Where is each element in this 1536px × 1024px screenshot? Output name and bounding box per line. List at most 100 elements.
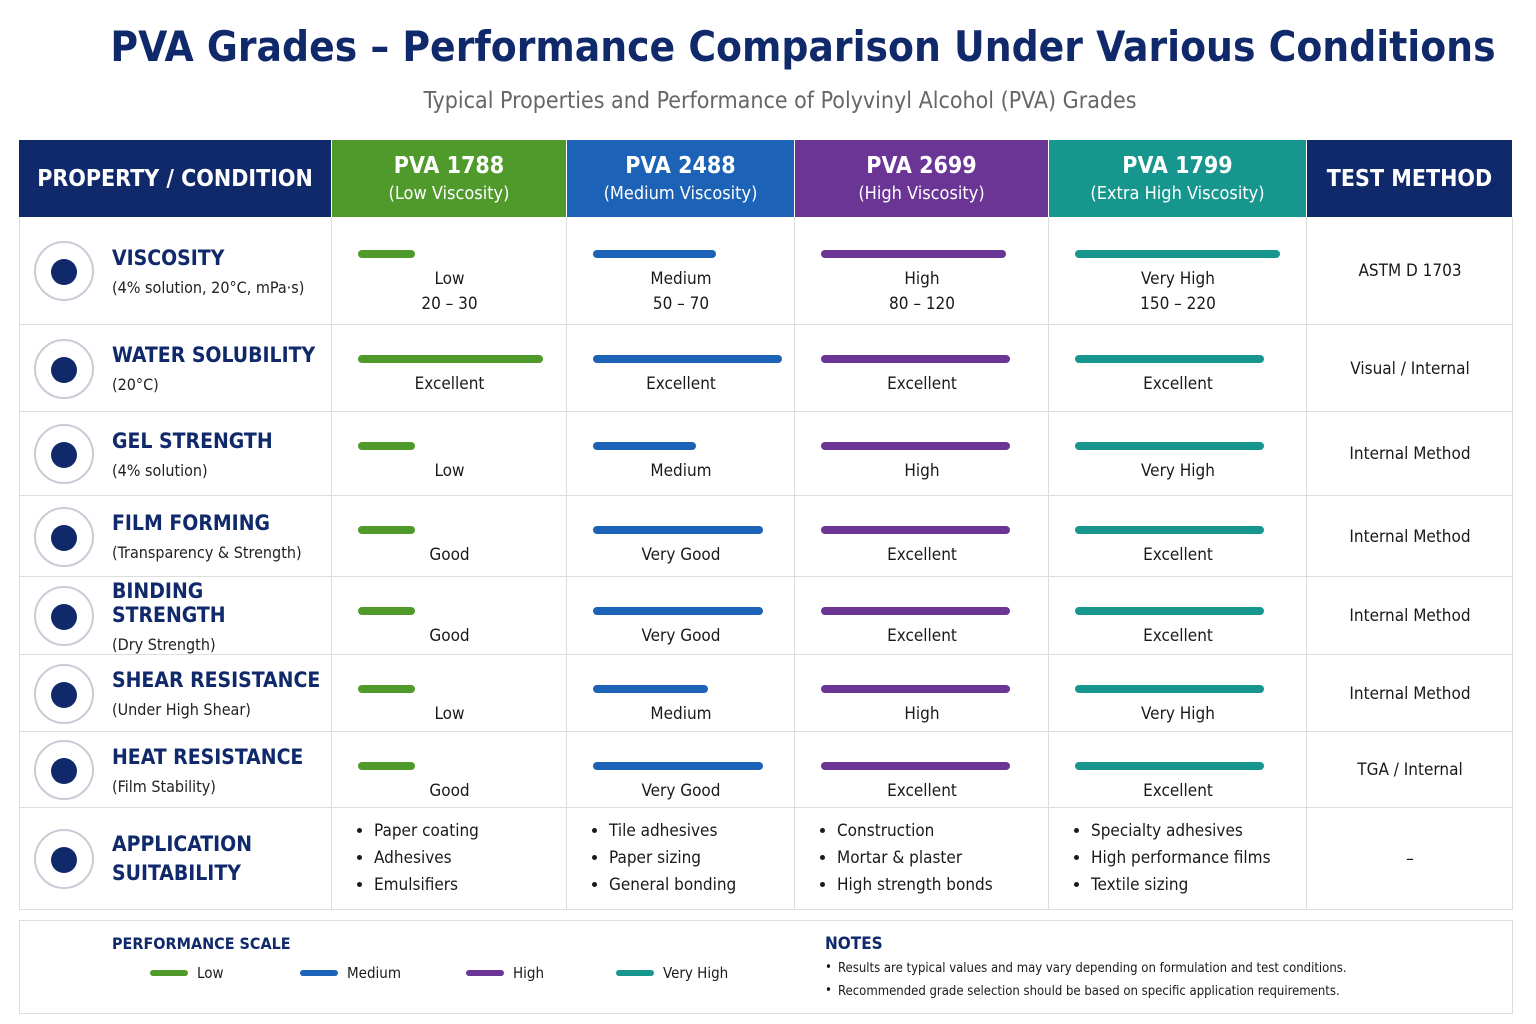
application-item: Paper coating <box>374 818 561 845</box>
performance-line: Excellent <box>646 374 716 394</box>
test-method: Internal Method <box>1349 606 1471 626</box>
performance-bar <box>821 607 1010 615</box>
application-item: Mortar & plaster <box>837 845 1043 872</box>
performance-text: High <box>795 702 1049 727</box>
cell <box>1049 325 1307 412</box>
note-bullet: • <box>825 960 832 975</box>
cell <box>332 412 567 496</box>
header-name: PVA 1788 <box>393 153 505 179</box>
performance-text: Very Good <box>567 779 795 804</box>
performance-text: Medium 50 – 70 <box>567 267 795 317</box>
performance-bar <box>1075 250 1280 258</box>
property-condition: (4% solution, 20°C, mPa·s) <box>112 277 305 297</box>
performance-text: Very High <box>1049 702 1307 727</box>
cell <box>567 577 795 655</box>
cell <box>19 496 332 577</box>
column-header: PROPERTY / CONDITION <box>19 140 332 217</box>
application-item: High strength bonds <box>837 872 1043 899</box>
cell <box>19 325 332 412</box>
performance-bar <box>821 355 1010 363</box>
legend-label: Very High <box>663 964 729 982</box>
performance-bar <box>358 685 415 693</box>
cell <box>1307 496 1513 577</box>
cell <box>332 655 567 732</box>
header-name: TEST METHOD <box>1326 165 1493 192</box>
application-item: Specialty adhesives <box>1091 818 1301 845</box>
cell <box>795 217 1049 325</box>
property-condition: (Under High Shear) <box>112 700 251 719</box>
test-method: Visual / Internal <box>1350 358 1470 379</box>
performance-bar <box>593 355 782 363</box>
application-item: Paper sizing <box>609 845 789 872</box>
title: PVA Grades – Performance Comparison Unde… <box>110 22 1496 71</box>
application-item: High performance films <box>1091 845 1301 872</box>
cell <box>1049 412 1307 496</box>
legend-label: Low <box>197 964 224 982</box>
property-name: HEAT RESISTANCE <box>112 744 304 769</box>
icon <box>34 829 94 889</box>
performance-text: Very High 150 – 220 <box>1049 267 1307 317</box>
cell <box>19 808 332 910</box>
cell <box>1049 808 1307 910</box>
legend-label: High <box>513 964 545 982</box>
performance-line: Excellent <box>1143 545 1213 565</box>
performance-line: Excellent <box>1143 626 1213 646</box>
property-name: GEL STRENGTH <box>112 428 273 453</box>
performance-line: 150 – 220 <box>1140 294 1216 314</box>
cell <box>567 325 795 412</box>
header-name: PVA 2488 <box>625 153 736 179</box>
icon <box>34 241 94 301</box>
performance-bar <box>1075 685 1264 693</box>
performance-text: Excellent <box>795 372 1049 397</box>
application-list: ConstructionMortar & plasterHigh strengt… <box>819 818 1043 899</box>
application-item: Emulsifiers <box>374 872 561 899</box>
legend-label: Medium <box>347 964 401 982</box>
column-header: PVA 2699 (High Viscosity) <box>795 140 1049 217</box>
property-name: APPLICATION SUITABILITY <box>112 832 253 885</box>
cell <box>1049 496 1307 577</box>
cell <box>19 655 332 732</box>
performance-text: Low 20 – 30 <box>332 267 567 317</box>
note-bullet: • <box>825 983 832 998</box>
performance-bar <box>593 526 763 534</box>
performance-line: Very Good <box>641 545 721 565</box>
property-condition: (Film Stability) <box>112 776 216 796</box>
performance-bar <box>593 442 696 450</box>
performance-line: Medium <box>650 461 712 481</box>
property-label: APPLICATION SUITABILITY <box>112 808 322 910</box>
cell <box>1049 577 1307 655</box>
performance-text: Excellent <box>567 372 795 397</box>
performance-line: Very High <box>1141 704 1215 724</box>
notes-title: NOTES <box>825 934 883 954</box>
icon <box>34 740 94 800</box>
footer-box <box>19 920 1513 1014</box>
icon <box>34 663 94 724</box>
test-method: ASTM D 1703 <box>1358 261 1462 281</box>
property-name: FILM FORMING <box>112 511 271 535</box>
cell <box>795 732 1049 808</box>
performance-bar <box>358 250 415 258</box>
performance-line: Very Good <box>641 781 721 801</box>
cell <box>1307 732 1513 808</box>
cell <box>19 217 332 325</box>
legend-swatch <box>466 970 504 976</box>
cell <box>795 496 1049 577</box>
performance-bar <box>593 607 763 615</box>
performance-bar <box>1075 355 1264 363</box>
column-header: TEST METHOD <box>1307 140 1513 217</box>
property-label: SHEAR RESISTANCE (Under High Shear) <box>112 655 322 732</box>
application-list: Specialty adhesivesHigh performance film… <box>1073 818 1301 899</box>
legend-swatch <box>300 970 338 976</box>
property-condition: (4% solution) <box>112 460 208 480</box>
performance-text: Medium <box>567 459 795 484</box>
performance-line: Very Good <box>641 626 721 646</box>
property-condition: (Transparency & Strength) <box>112 543 302 562</box>
test-method: – <box>1406 849 1414 869</box>
property-name: BINDING STRENGTH <box>112 578 226 627</box>
cell <box>1049 217 1307 325</box>
header-sub: (Medium Viscosity) <box>603 183 758 204</box>
property-condition: (Dry Strength) <box>112 634 216 654</box>
header-sub: (High Viscosity) <box>858 183 985 204</box>
performance-text: Medium <box>567 702 795 727</box>
performance-bar <box>358 355 543 363</box>
